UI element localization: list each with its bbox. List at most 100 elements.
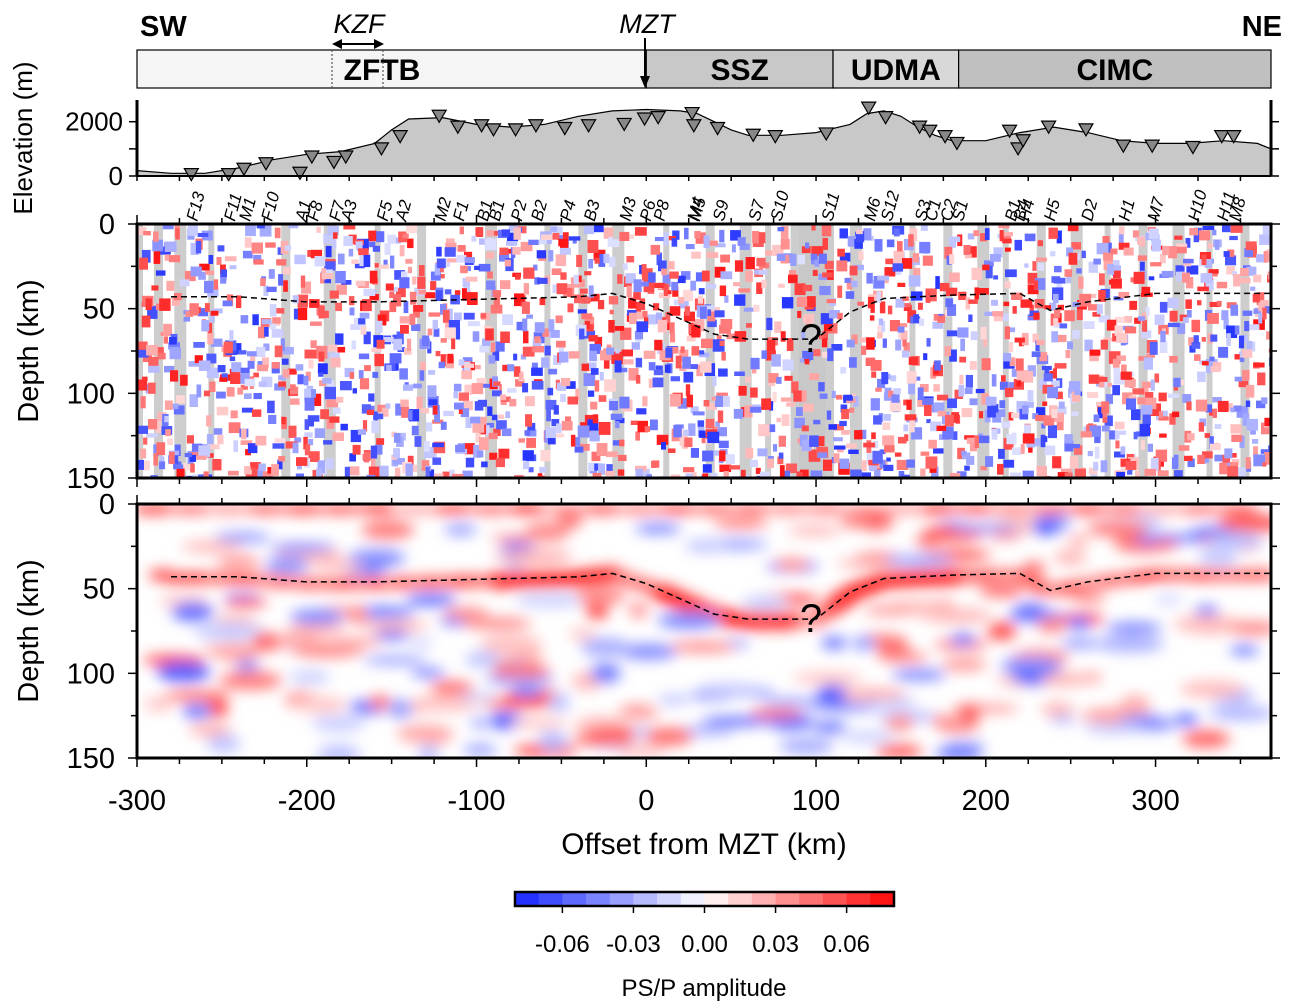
amplitude-cell bbox=[146, 433, 158, 438]
amplitude-cell bbox=[584, 296, 592, 303]
amplitude-cell bbox=[327, 225, 339, 236]
station-label: S10 bbox=[767, 188, 793, 223]
amplitude-cell bbox=[507, 364, 515, 372]
amplitude-cell bbox=[524, 430, 531, 436]
amplitude-cell bbox=[435, 290, 443, 301]
amplitude-cell bbox=[1094, 433, 1101, 444]
amplitude-blob bbox=[788, 524, 841, 537]
amplitude-cell bbox=[464, 363, 475, 368]
amplitude-cell bbox=[555, 315, 563, 324]
amplitude-cell bbox=[636, 321, 648, 333]
moho-band-blob bbox=[800, 614, 829, 627]
amplitude-cell bbox=[522, 450, 534, 461]
amplitude-blob bbox=[1039, 672, 1091, 686]
amplitude-cell bbox=[991, 374, 997, 387]
amplitude-cell bbox=[1123, 247, 1134, 256]
amplitude-cell bbox=[872, 441, 879, 449]
amplitude-cell bbox=[472, 423, 485, 433]
station-marker bbox=[685, 119, 702, 133]
amplitude-cell bbox=[925, 288, 937, 302]
amplitude-cell bbox=[453, 383, 462, 392]
amplitude-cell bbox=[1039, 379, 1047, 390]
amplitude-cell bbox=[324, 386, 336, 400]
station-marker bbox=[431, 109, 448, 124]
amplitude-cell bbox=[833, 453, 840, 463]
amplitude-cell bbox=[1006, 433, 1017, 445]
amplitude-cell bbox=[1089, 349, 1101, 356]
amplitude-cell bbox=[210, 310, 219, 316]
amplitude-cell bbox=[700, 306, 707, 319]
amplitude-cell bbox=[608, 320, 615, 333]
amplitude-cell bbox=[801, 330, 806, 339]
amplitude-cell bbox=[1116, 333, 1128, 343]
amplitude-cell bbox=[462, 470, 473, 478]
amplitude-cell bbox=[528, 239, 539, 245]
amplitude-cell bbox=[528, 467, 534, 473]
amplitude-cell bbox=[294, 437, 302, 443]
amplitude-cell bbox=[1057, 472, 1068, 478]
amplitude-cell bbox=[445, 238, 455, 244]
amplitude-cell bbox=[349, 453, 356, 462]
amplitude-cell bbox=[551, 419, 560, 427]
amplitude-cell bbox=[290, 386, 299, 395]
amplitude-cell bbox=[588, 285, 594, 298]
amplitude-cell bbox=[137, 459, 144, 470]
amplitude-cell bbox=[738, 385, 747, 396]
amplitude-cell bbox=[1204, 433, 1210, 438]
station-marker bbox=[373, 142, 390, 157]
amplitude-cell bbox=[714, 395, 723, 407]
amplitude-cell bbox=[772, 244, 784, 256]
amplitude-blob bbox=[203, 643, 262, 658]
amplitude-cell bbox=[244, 237, 252, 248]
amplitude-cell bbox=[440, 304, 447, 315]
amplitude-cell bbox=[1261, 397, 1268, 404]
amplitude-blob bbox=[978, 585, 1024, 597]
amplitude-cell bbox=[531, 362, 538, 372]
amplitude-blob bbox=[548, 692, 570, 713]
amplitude-cell bbox=[1142, 388, 1149, 396]
amplitude-cell bbox=[495, 458, 505, 468]
amplitude-cell bbox=[256, 224, 265, 229]
amplitude-cell bbox=[1055, 391, 1063, 400]
amplitude-cell bbox=[326, 458, 334, 470]
amplitude-cell bbox=[702, 473, 709, 478]
station-marker bbox=[921, 124, 938, 139]
amplitude-cell bbox=[900, 330, 908, 341]
amplitude-cell bbox=[706, 402, 718, 410]
amplitude-blob bbox=[346, 605, 368, 624]
amplitude-cell bbox=[376, 231, 385, 243]
amplitude-cell bbox=[685, 384, 691, 396]
amplitude-cell bbox=[277, 459, 283, 470]
amplitude-cell bbox=[690, 448, 699, 458]
station-marker bbox=[1015, 134, 1032, 148]
amplitude-cell bbox=[244, 466, 251, 475]
amplitude-blob bbox=[430, 681, 474, 695]
amplitude-cell bbox=[773, 444, 778, 452]
amplitude-blob bbox=[839, 688, 907, 700]
amplitude-cell bbox=[210, 310, 215, 323]
amplitude-cell bbox=[272, 317, 281, 324]
amplitude-cell bbox=[1118, 231, 1124, 245]
amplitude-cell bbox=[1027, 390, 1034, 402]
amplitude-cell bbox=[622, 359, 634, 365]
amplitude-cell bbox=[851, 280, 858, 288]
amplitude-cell bbox=[1102, 415, 1108, 423]
amplitude-cell bbox=[1158, 392, 1167, 402]
amplitude-cell bbox=[1088, 374, 1100, 384]
station-label: F7 bbox=[325, 198, 349, 223]
amplitude-cell bbox=[1016, 370, 1029, 382]
amplitude-cell bbox=[1081, 250, 1086, 259]
amplitude-cell bbox=[363, 288, 376, 296]
amplitude-cell bbox=[737, 237, 746, 246]
amplitude-blob bbox=[840, 730, 897, 744]
amplitude-cell bbox=[568, 351, 580, 359]
amplitude-cell bbox=[1004, 281, 1011, 289]
depth-tick-label: 150 bbox=[67, 463, 115, 495]
amplitude-cell bbox=[1008, 412, 1014, 421]
amplitude-cell bbox=[608, 236, 613, 246]
amplitude-cell bbox=[579, 328, 585, 340]
amplitude-cell bbox=[1172, 411, 1180, 418]
zone-label: UDMA bbox=[851, 54, 941, 87]
amplitude-cell bbox=[408, 409, 420, 422]
amplitude-cell bbox=[882, 435, 895, 446]
